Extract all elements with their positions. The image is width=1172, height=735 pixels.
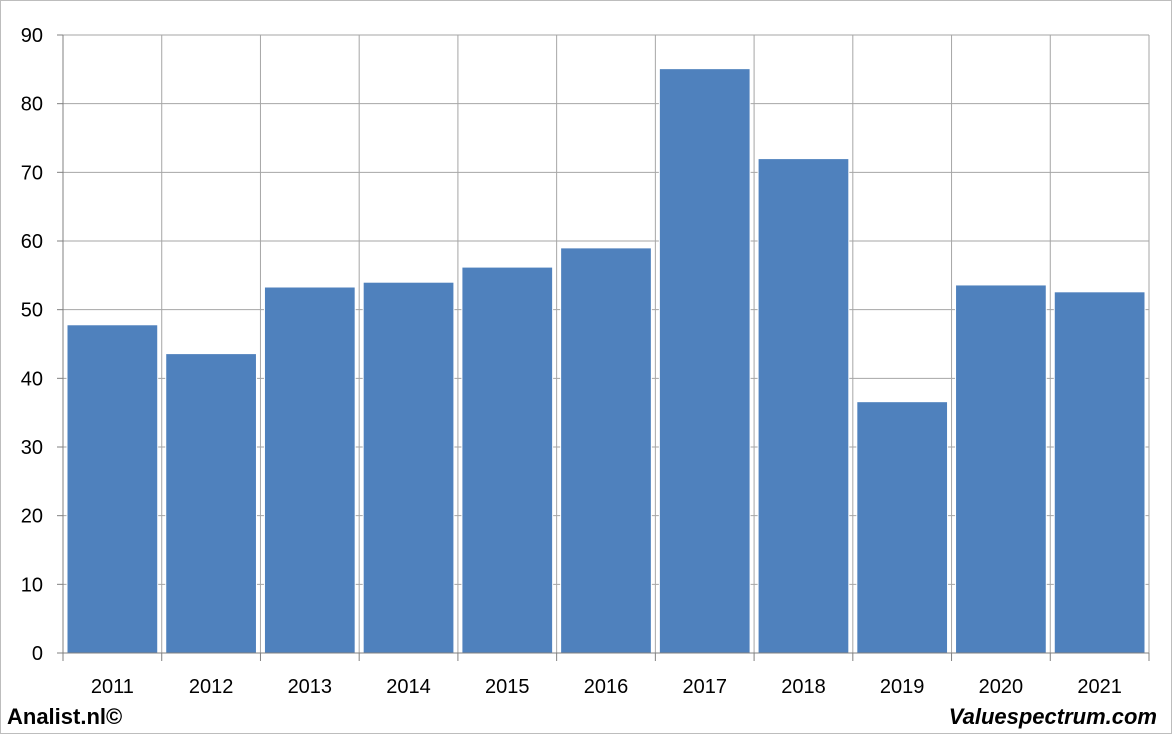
x-tick-label: 2013 bbox=[288, 676, 333, 698]
bar-2019 bbox=[856, 401, 949, 654]
bar-2020 bbox=[955, 284, 1047, 654]
x-tick-labels: 2011 2012 2013 2014 2015 2016 2017 2018 2019 2020… bbox=[91, 676, 1122, 698]
x-tick-label: 2018 bbox=[781, 676, 826, 698]
x-tick-label: 2015 bbox=[485, 676, 530, 698]
bar-2012 bbox=[165, 353, 257, 654]
y-tick-labels: 0 10 20 30 40 50 60 70 80 90 bbox=[21, 25, 43, 665]
y-tick-label: 60 bbox=[21, 231, 43, 253]
x-tick-label: 2016 bbox=[584, 676, 629, 698]
bar-2021 bbox=[1053, 291, 1146, 654]
y-tick-label: 0 bbox=[32, 643, 43, 665]
bar-2016 bbox=[560, 247, 652, 654]
source-credit-right: Valuespectrum.com bbox=[948, 704, 1157, 729]
x-tick-label: 2017 bbox=[682, 676, 727, 698]
y-tick-label: 50 bbox=[21, 300, 43, 322]
bars bbox=[66, 68, 1146, 654]
x-tick-label: 2020 bbox=[979, 676, 1024, 698]
bar-2011 bbox=[66, 324, 159, 654]
y-tick-label: 10 bbox=[21, 574, 43, 596]
bar-2014 bbox=[362, 281, 455, 654]
y-tick-label: 80 bbox=[21, 94, 43, 116]
x-tick-label: 2014 bbox=[386, 676, 431, 698]
source-credit-left: Analist.nl© bbox=[7, 704, 123, 729]
bar-2018 bbox=[757, 158, 850, 654]
axes bbox=[57, 34, 1150, 661]
bar-2017 bbox=[658, 68, 751, 654]
bar-2013 bbox=[263, 286, 356, 654]
y-tick-label: 20 bbox=[21, 506, 43, 528]
x-tick-label: 2021 bbox=[1077, 676, 1122, 698]
bar-2015 bbox=[461, 266, 554, 654]
y-tick-label: 70 bbox=[21, 162, 43, 184]
x-tick-label: 2019 bbox=[880, 676, 925, 698]
x-tick-label: 2012 bbox=[189, 676, 234, 698]
x-tick-label: 2011 bbox=[91, 676, 134, 698]
y-tick-label: 30 bbox=[21, 437, 43, 459]
y-tick-label: 90 bbox=[21, 25, 43, 47]
y-tick-label: 40 bbox=[21, 368, 43, 390]
